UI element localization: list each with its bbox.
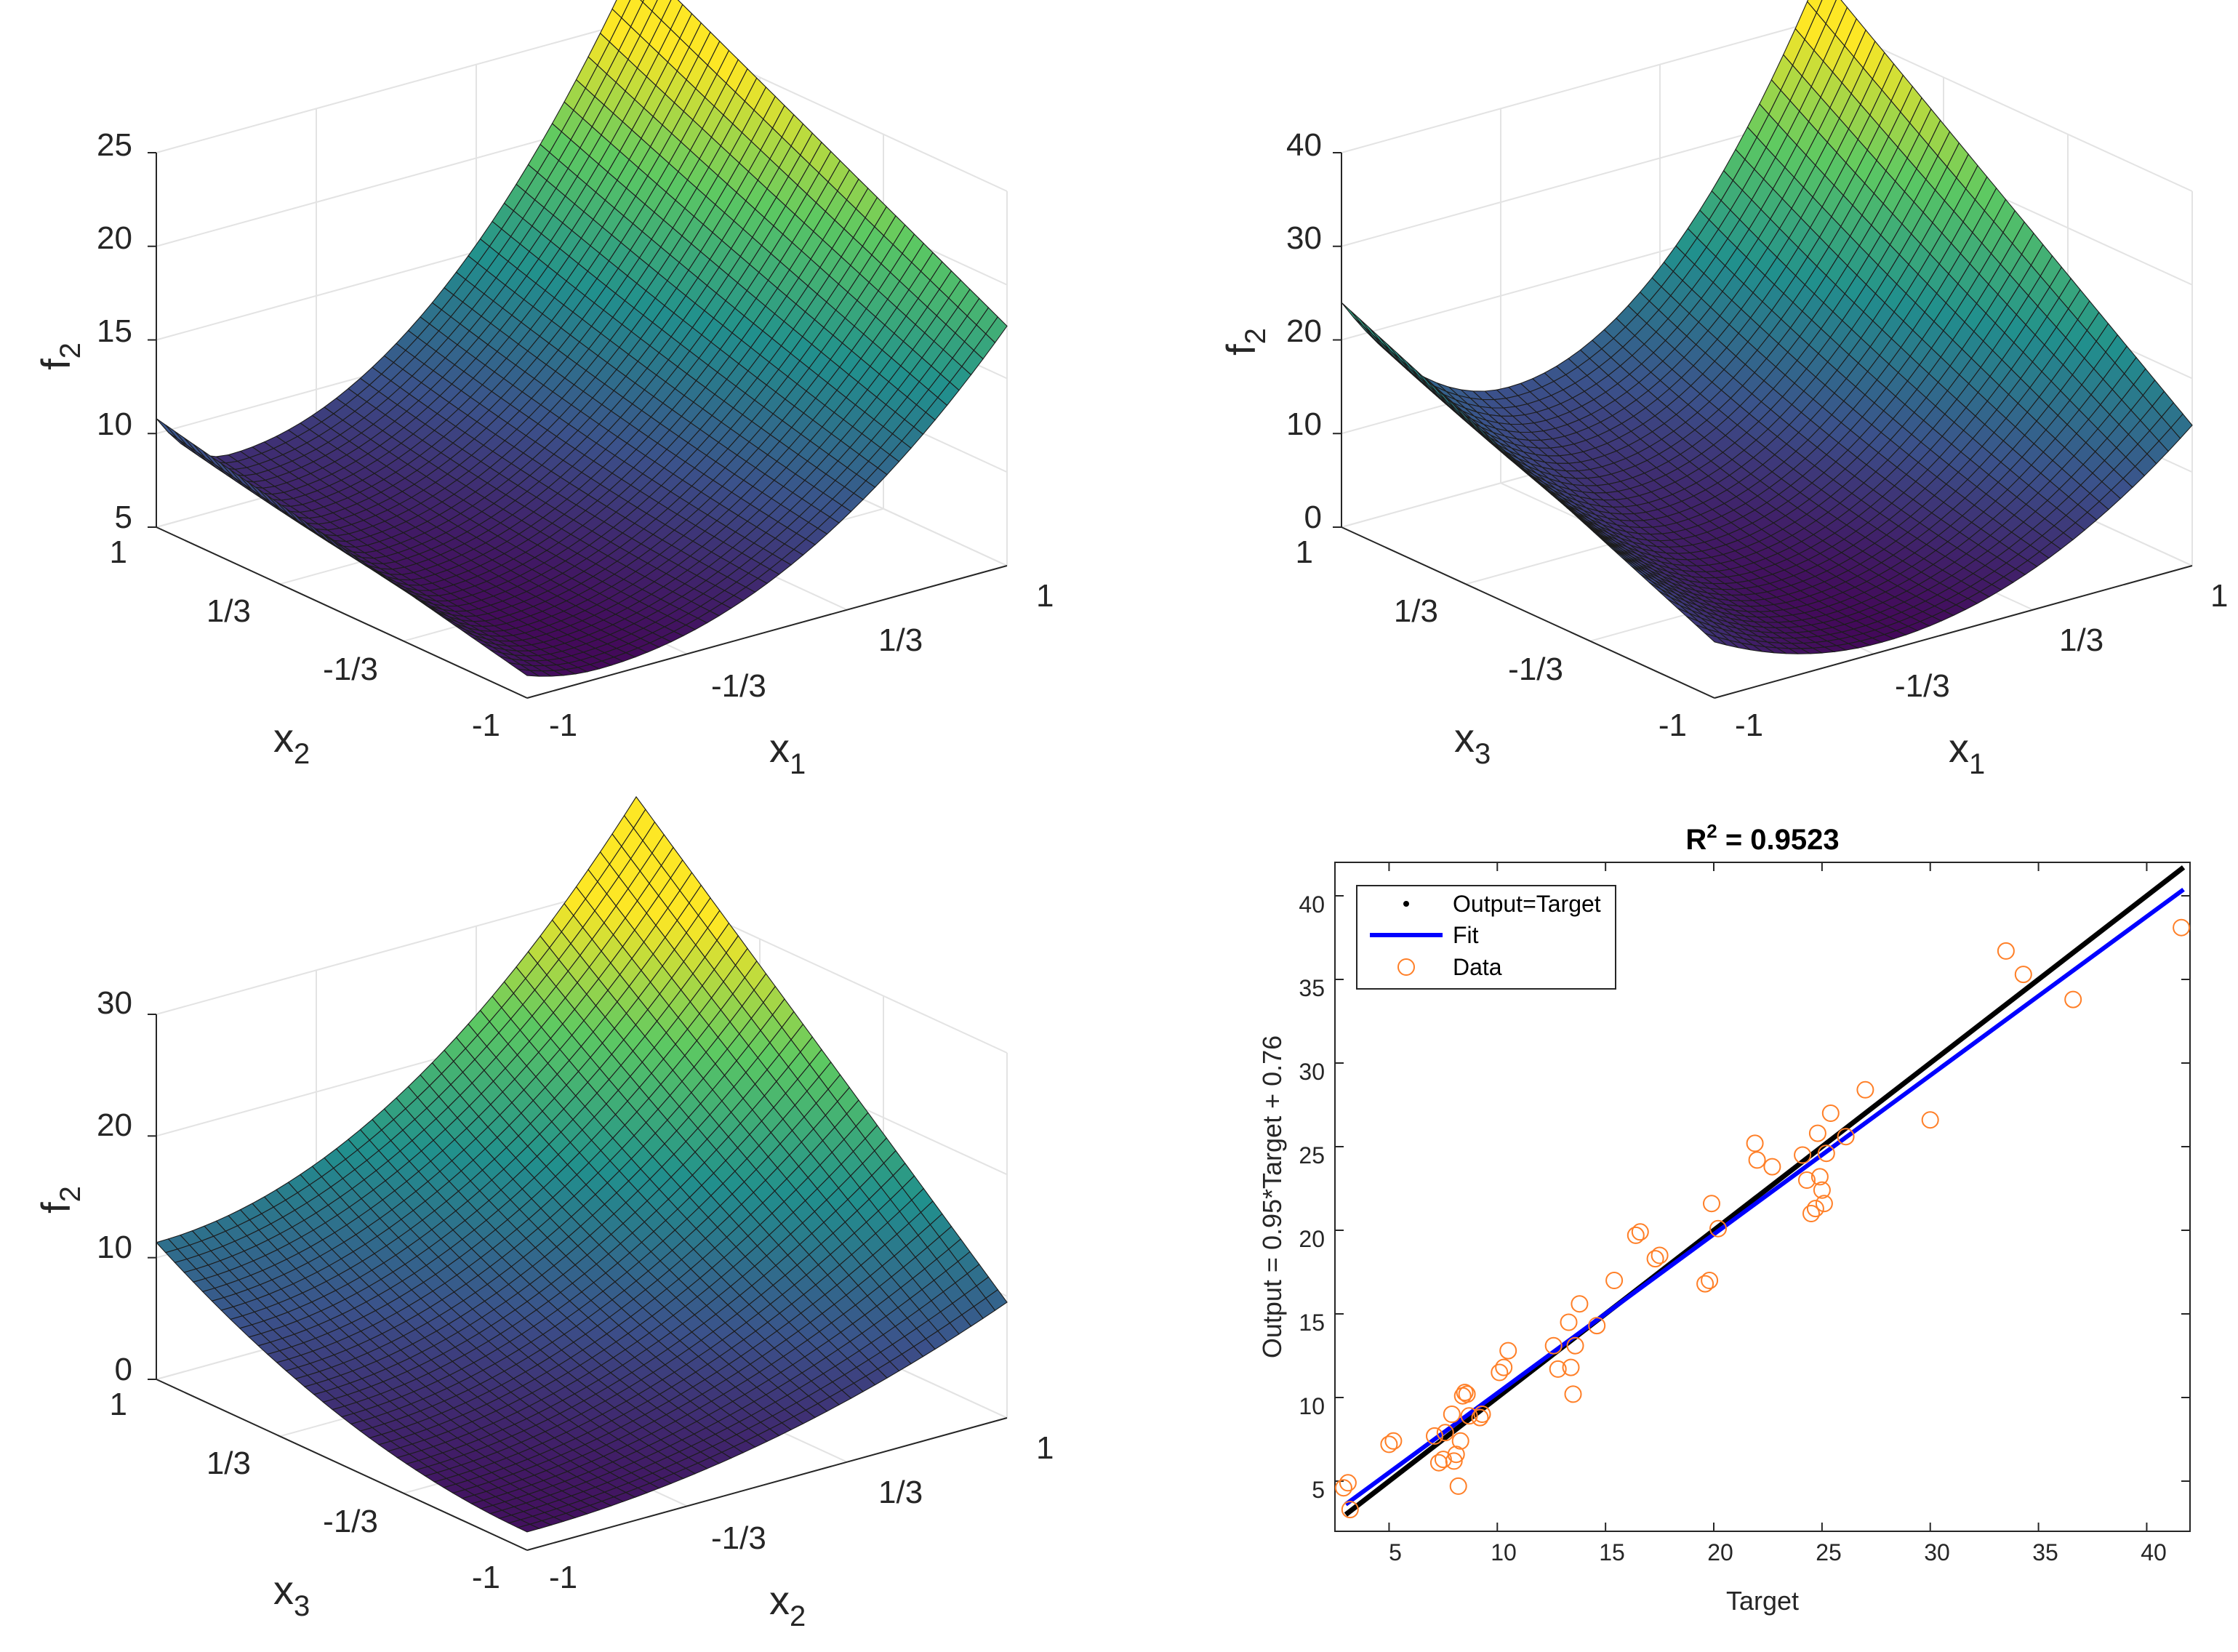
surface-3-x3-tick: -1/3 xyxy=(323,1504,378,1539)
surface-1-mesh xyxy=(156,0,1008,677)
surface-1-z-tick: 5 xyxy=(115,500,132,535)
surface-plot-x1-x2: 5 10 15 20 25 -1 -1/3 1/3 1 -1 -1/3 1/3 … xyxy=(33,0,1054,780)
surface-1-z-tick: 20 xyxy=(97,220,132,256)
surface-1-x1-tick: 1 xyxy=(1036,578,1054,614)
surface-3-x3-tick: 1 xyxy=(110,1387,127,1422)
surface-1-x2-tick: 1 xyxy=(110,534,127,570)
surface-3-x2-tick: 1 xyxy=(1036,1430,1054,1466)
surface-1-x2-tick: 1/3 xyxy=(206,593,251,629)
surface-2-x1-tick: -1/3 xyxy=(1895,668,1950,704)
surface-3-x3-tick: -1 xyxy=(472,1560,500,1595)
surface-2-x1-tick: 1 xyxy=(2210,578,2228,614)
surface-3-z-tick: 0 xyxy=(115,1352,132,1387)
surface-3-x3-tick: 1/3 xyxy=(206,1446,251,1481)
surface-2-x3-tick: -1/3 xyxy=(1508,651,1563,687)
surface-2-x1-tick: -1 xyxy=(1735,707,1763,743)
grid-line xyxy=(156,20,637,153)
surface-3-x2-tick: 1/3 xyxy=(878,1475,923,1510)
surface-2-z-tick: 10 xyxy=(1286,406,1322,442)
surface-1-x2-tick: -1 xyxy=(472,707,500,743)
surface-3-x2-tick: -1/3 xyxy=(711,1520,766,1556)
surface-2-x1-tick: 1/3 xyxy=(2059,622,2103,658)
surface-2-z-tick: 0 xyxy=(1304,500,1322,535)
surface-1-x1-tick: -1/3 xyxy=(711,668,766,704)
surface-1-z-tick: 15 xyxy=(97,313,132,349)
surface-1-z-tick: 25 xyxy=(97,127,132,163)
surface-2-x3-tick: 1/3 xyxy=(1394,593,1438,629)
surface-2-z-tick: 20 xyxy=(1286,313,1322,349)
surface-3-z-tick: 20 xyxy=(97,1107,132,1143)
surface-1-x2-tick: -1/3 xyxy=(323,651,378,687)
surface-1-z-tick: 10 xyxy=(97,406,132,442)
surface-3-x2-tick: -1 xyxy=(549,1560,577,1595)
surface-2-x3-tick: 1 xyxy=(1296,534,1313,570)
surface-2-z-tick: 40 xyxy=(1286,127,1322,163)
surface-1-x1-tick: -1 xyxy=(549,707,577,743)
surface-3-z-tick: 30 xyxy=(97,985,132,1021)
surface-3-z-tick: 10 xyxy=(97,1230,132,1265)
surface-2-z-tick: 30 xyxy=(1286,220,1322,256)
surface-2-x3-tick: -1 xyxy=(1659,707,1687,743)
surface-1-x1-tick: 1/3 xyxy=(878,622,923,658)
regression-plot: R2 = 0.9523 Target Output = 0.95*Target … xyxy=(1257,820,2191,1616)
